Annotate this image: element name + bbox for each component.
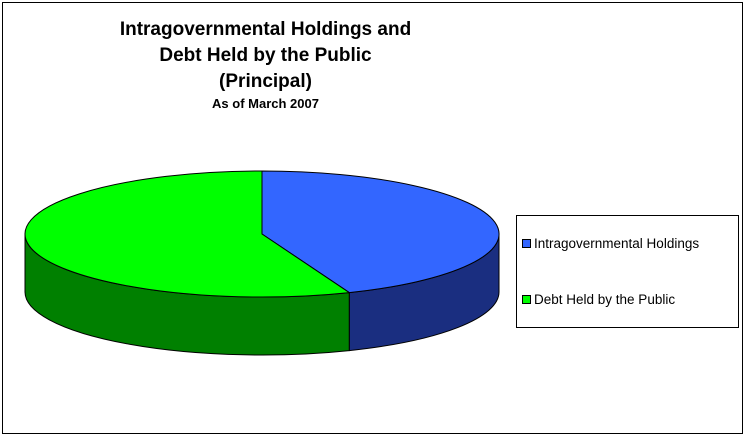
chart-title-line-2: Debt Held by the Public (159, 45, 372, 66)
pie-slice-0 (261, 170, 500, 294)
legend-item-intragovernmental: Intragovernmental Holdings (522, 236, 699, 251)
legend-item-public: Debt Held by the Public (522, 292, 675, 307)
chart-subtitle: As of March 2007 (212, 96, 319, 111)
chart-title-line-3: (Principal) (219, 71, 312, 92)
legend-swatch-public (522, 295, 531, 304)
pie-chart (24, 170, 500, 356)
legend-label-intragovernmental: Intragovernmental Holdings (534, 236, 700, 251)
chart-legend: Intragovernmental Holdings Debt Held by … (516, 215, 739, 328)
chart-area: Intragovernmental Holdings and Debt Held… (2, 2, 743, 434)
chart-title-line-1: Intragovernmental Holdings and (119, 19, 412, 40)
legend-swatch-intragovernmental (522, 239, 531, 248)
legend-label-public: Debt Held by the Public (534, 292, 676, 307)
chart-title: Intragovernmental Holdings and Debt Held… (3, 17, 528, 113)
pie-slice-1 (24, 170, 351, 298)
